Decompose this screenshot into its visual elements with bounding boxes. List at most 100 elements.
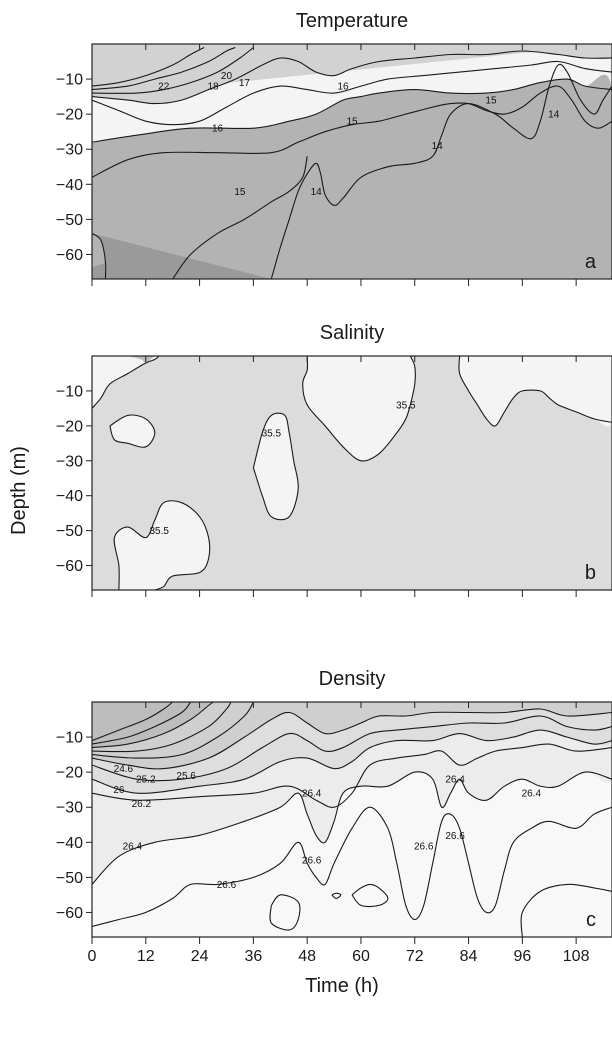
- contour-line-26: [92, 729, 612, 794]
- y-tick-label: −20: [56, 418, 83, 435]
- contour-line-25-6: [92, 708, 612, 770]
- contour-line-26-6: [92, 806, 612, 928]
- shade-region: [127, 356, 155, 363]
- panel-a-shading: [92, 44, 612, 279]
- contour-label: 25.2: [136, 775, 156, 786]
- contour-line-35-5: [109, 414, 156, 448]
- contour-label: 15: [346, 117, 358, 128]
- x-tick-label: 108: [563, 948, 590, 965]
- panel-c-contours: [92, 702, 612, 937]
- panel-c: 24.625.2 25.6 26 26.2 26.4 26.6 26.4 26.6 26.4 26…: [56, 668, 612, 965]
- contour-line-26-6: [269, 894, 301, 931]
- panel-b-frame: [91, 355, 612, 591]
- contour-label: 16: [337, 82, 349, 93]
- x-tick-label: 72: [406, 948, 424, 965]
- contour-line-35-5: [113, 500, 211, 590]
- contour-label: 26.6: [217, 880, 237, 891]
- panel-a-ticks: −10 −20 −30 −40 −50 −60: [56, 44, 577, 286]
- contour-label: 14: [432, 141, 444, 152]
- shade-region: [92, 702, 612, 769]
- contour-line-25-4: [92, 702, 254, 759]
- contour-label: 14: [311, 187, 323, 198]
- contour-line-26-6: [331, 892, 342, 899]
- contour-label: 35.5: [262, 428, 282, 439]
- panel-a-contours: [92, 46, 612, 279]
- contour-line-18: [92, 47, 254, 94]
- contour-line-26-2: [92, 743, 612, 808]
- y-tick-label: −50: [56, 523, 83, 540]
- contour-label: 15: [485, 96, 497, 107]
- shade-region: [92, 702, 222, 748]
- contour-line-16: [92, 60, 612, 126]
- panel-b-title: Salinity: [320, 322, 384, 344]
- y-tick-label: −40: [56, 177, 83, 194]
- y-tick-label: −60: [56, 558, 83, 575]
- shade-region: [458, 356, 612, 427]
- shade-region: [114, 500, 210, 590]
- contour-line-26-4: [92, 771, 612, 885]
- contour-label: 26: [113, 785, 125, 796]
- contour-label: 35.5: [150, 526, 170, 537]
- panel-c-letter: c: [586, 909, 596, 931]
- contour-label: 26.6: [414, 841, 434, 852]
- contour-line-35-5: [252, 412, 299, 521]
- contour-line-17: [92, 50, 612, 105]
- y-tick-label: −60: [56, 247, 83, 264]
- contour-line-20: [92, 46, 236, 91]
- contour-label: 26.4: [445, 775, 465, 786]
- contour-line-25: [92, 702, 214, 749]
- panel-b-letter: b: [585, 562, 596, 584]
- contour-line-25-8: [92, 715, 612, 782]
- contour-label: 26.4: [302, 789, 322, 800]
- contour-line-24-6: [92, 702, 174, 742]
- panel-b: 35.5 35.5 35.5 −10 −20 −30 −40 −50 −60 Salinity b: [56, 322, 612, 597]
- y-tick-label: −10: [56, 383, 83, 400]
- x-tick-label: 48: [298, 948, 316, 965]
- contour-label: 26.4: [522, 789, 542, 800]
- contour-line-35-5: [92, 356, 160, 409]
- contour-line-35-5: [302, 356, 416, 462]
- x-tick-label: 12: [137, 948, 155, 965]
- x-tick-label: 84: [460, 948, 478, 965]
- shade-region: [92, 356, 612, 590]
- panel-c-contour-labels: 24.625.2 25.6 26 26.2 26.4 26.6 26.4 26.6 26.4 26…: [113, 764, 542, 891]
- x-tick-label: 36: [244, 948, 262, 965]
- contour-line-35-5: [458, 356, 612, 427]
- x-tick-label: 96: [513, 948, 531, 965]
- y-tick-label: −10: [56, 72, 83, 89]
- contour-label: 26.6: [445, 831, 465, 842]
- y-tick-label: −20: [56, 765, 83, 782]
- y-axis-title: Depth (m): [8, 446, 30, 535]
- panel-a-title: Temperature: [296, 10, 408, 32]
- x-tick-label: 60: [352, 948, 370, 965]
- contour-label: 16: [212, 124, 224, 135]
- shade-region: [109, 415, 155, 448]
- shade-region: [92, 44, 612, 104]
- panel-c-shading: [92, 702, 612, 937]
- panel-c-title: Density: [319, 668, 386, 690]
- contour-label: 24.6: [114, 764, 134, 775]
- shade-region: [92, 74, 612, 279]
- contour-label: 26.2: [132, 799, 152, 810]
- x-tick-label: 0: [88, 948, 97, 965]
- contour-label: 26.4: [123, 841, 143, 852]
- contour-line-22: [92, 47, 205, 87]
- y-tick-label: −20: [56, 107, 83, 124]
- contour-line-15: [172, 156, 308, 279]
- panel-b-shading: [92, 356, 612, 590]
- x-axis-title: Time (h): [305, 975, 379, 997]
- x-tick-label: 24: [191, 948, 209, 965]
- y-tick-label: −30: [56, 800, 83, 817]
- contour-line-14: [270, 63, 612, 279]
- contour-line-15: [92, 232, 107, 279]
- contour-label: 26.6: [302, 855, 322, 866]
- panel-b-ticks: −10 −20 −30 −40 −50 −60: [56, 356, 577, 597]
- contour-label: 15: [234, 187, 246, 198]
- contour-label: 25.6: [176, 771, 196, 782]
- shade-region: [92, 356, 160, 409]
- shade-region: [253, 413, 299, 520]
- y-tick-label: −30: [56, 142, 83, 159]
- contour-line-26-6: [351, 883, 389, 908]
